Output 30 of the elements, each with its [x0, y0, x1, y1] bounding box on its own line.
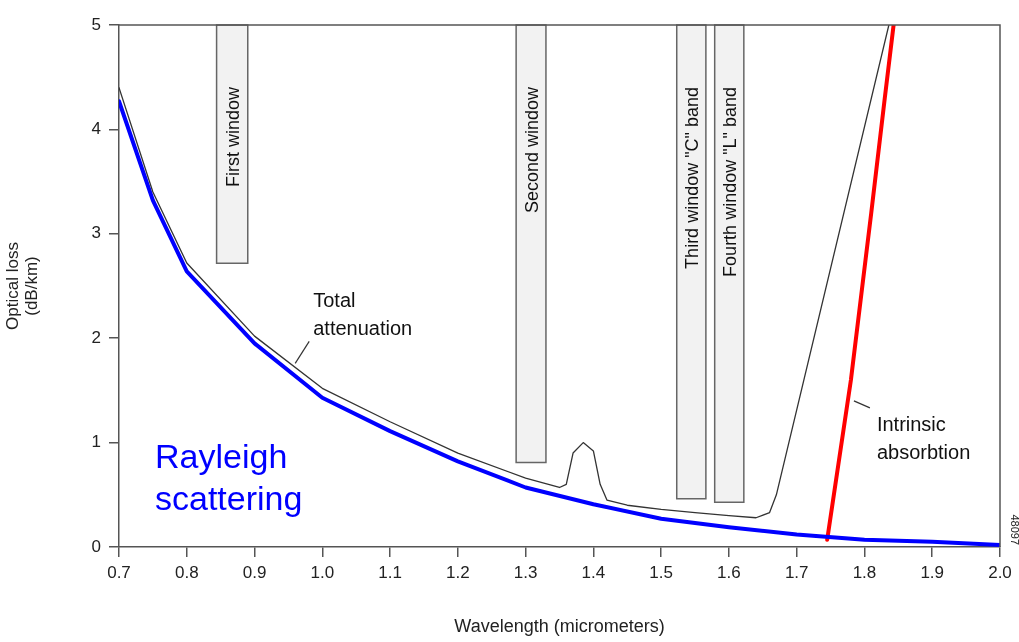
y-tick-label: 3: [91, 223, 101, 243]
x-tick-label: 1.7: [784, 562, 809, 582]
x-tick-label: 0.9: [242, 562, 267, 582]
x-tick-label: 1.4: [581, 562, 606, 582]
band-label: Second window: [522, 86, 543, 214]
band-label: First window: [223, 86, 244, 188]
text: 48097: [1008, 514, 1019, 545]
annotation: Intrinsic absorbtion: [876, 413, 971, 464]
band-label: Third window "C" band: [682, 87, 703, 269]
series-label: Rayleigh scattering: [155, 437, 303, 518]
y-tick-label: 4: [91, 119, 101, 139]
y-axis-title: Optical loss (dB/km): [3, 242, 41, 330]
y-tick-label: 0: [91, 536, 101, 556]
band-label: Fourth window "L" band: [720, 87, 741, 277]
y-tick-label: 2: [91, 327, 101, 347]
x-tick-label: 1.3: [513, 562, 538, 582]
x-tick-label: 1.2: [446, 562, 470, 582]
x-tick-label: 1.0: [310, 562, 335, 582]
x-tick-label: 0.8: [174, 562, 199, 582]
x-tick-label: 1.8: [852, 562, 877, 582]
x-tick-label: 2.0: [988, 562, 1012, 582]
x-tick-label: 0.7: [107, 562, 131, 582]
x-axis-title: Wavelength (micrometers): [454, 616, 665, 637]
x-tick-label: 1.9: [920, 562, 945, 582]
series-label: Total attenuation: [313, 288, 413, 339]
x-tick-label: 1.5: [649, 562, 673, 582]
y-tick-label: 1: [91, 432, 101, 452]
x-tick-label: 1.1: [378, 562, 402, 582]
x-tick-label: 1.6: [717, 562, 741, 582]
y-tick-label: 5: [91, 14, 101, 34]
